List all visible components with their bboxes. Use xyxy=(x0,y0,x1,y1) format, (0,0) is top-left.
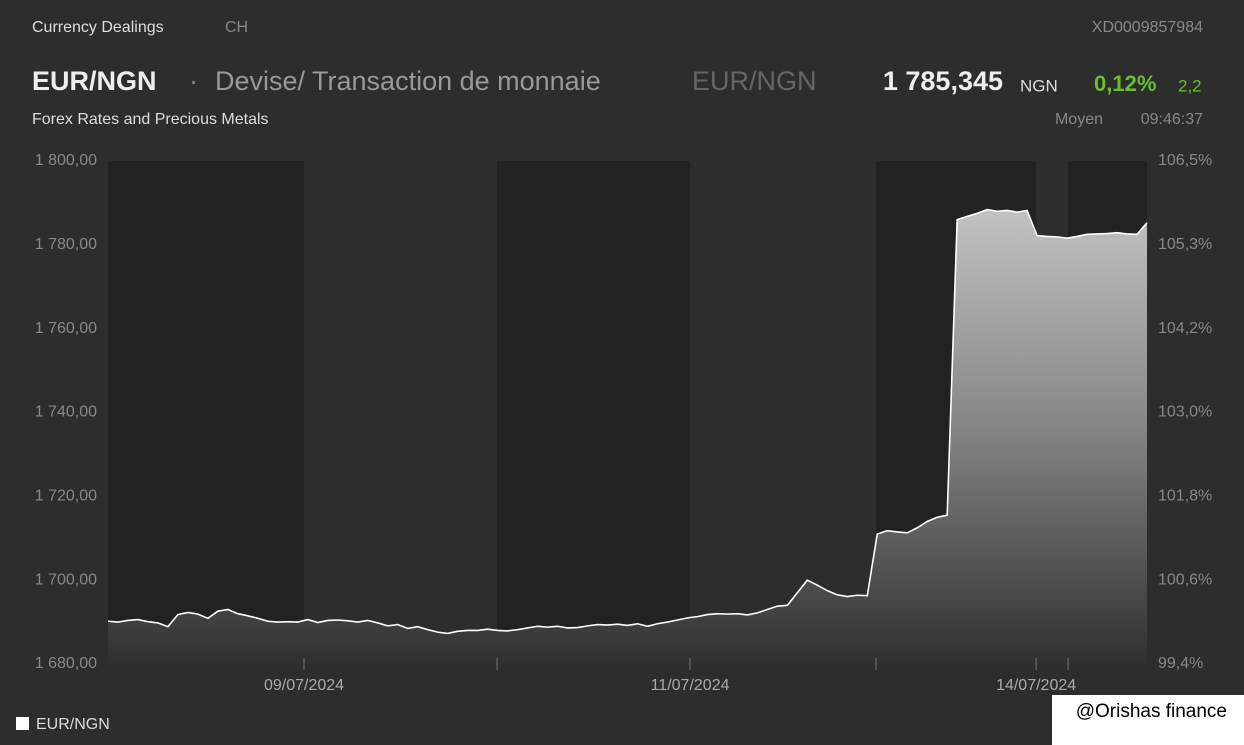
x-tick-label: 09/07/2024 xyxy=(264,677,344,694)
isin: XD0009857984 xyxy=(1092,19,1203,36)
y2-tick-label: 103,0% xyxy=(1158,404,1212,421)
change-pct: 0,12% xyxy=(1094,71,1156,96)
market: Forex Rates and Precious Metals xyxy=(32,111,269,128)
time: 09:46:37 xyxy=(1141,111,1203,128)
separator: · xyxy=(189,66,198,96)
y-tick-label: 1 720,00 xyxy=(35,488,97,505)
line xyxy=(107,208,1148,635)
day-band xyxy=(304,161,498,664)
watermark: @Orishas finance xyxy=(1076,701,1227,722)
y2-tick-label: 100,6% xyxy=(1158,571,1212,588)
y2-tick-label: 101,8% xyxy=(1158,488,1212,505)
country: CH xyxy=(225,19,248,36)
legend-label: EUR/NGN xyxy=(36,716,110,733)
y2-tick-label: 99,4% xyxy=(1158,655,1203,672)
y-tick-label: 1 700,00 xyxy=(35,571,97,588)
price-type: Moyen xyxy=(1055,111,1103,128)
y-tick-label: 1 760,00 xyxy=(35,320,97,337)
x-tick-label: 14/07/2024 xyxy=(996,677,1076,694)
symbol: EUR/NGN xyxy=(32,66,157,96)
symbol-repeat: EUR/NGN xyxy=(692,66,817,96)
y-tick-label: 1 740,00 xyxy=(35,404,97,421)
change: 2,2 xyxy=(1178,76,1202,95)
y2-tick-label: 104,2% xyxy=(1158,320,1212,337)
instrument-name: Devise/ Transaction de monnaie xyxy=(215,66,601,96)
day-band xyxy=(108,161,305,664)
watermark-box xyxy=(1052,695,1244,745)
y-tick-label: 1 800,00 xyxy=(35,152,97,169)
currency: NGN xyxy=(1020,76,1058,95)
x-tick-label: 11/07/2024 xyxy=(651,677,730,694)
day-band xyxy=(690,161,877,664)
section: Currency Dealings xyxy=(32,19,164,36)
area xyxy=(108,209,1147,664)
y-tick-label: 1 780,00 xyxy=(35,236,97,253)
price: 1 785,345 xyxy=(883,66,1003,96)
y2-tick-label: 106,5% xyxy=(1158,152,1212,169)
y2-tick-label: 105,3% xyxy=(1158,236,1212,253)
legend-swatch xyxy=(16,717,29,730)
day-band xyxy=(497,161,691,664)
y-tick-label: 1 680,00 xyxy=(35,655,97,672)
